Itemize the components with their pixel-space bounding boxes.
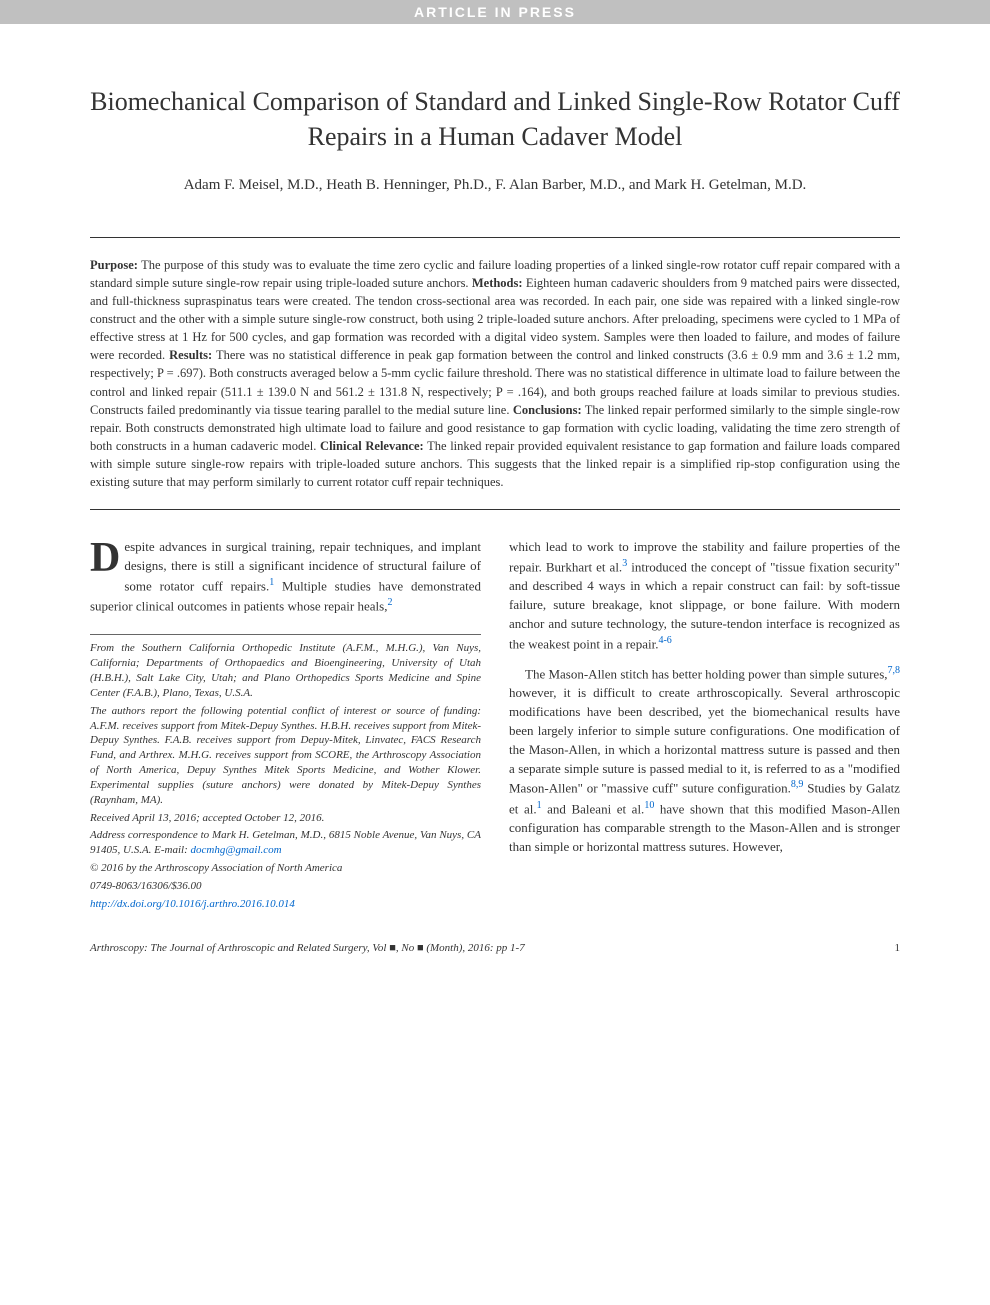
footer-citation: Arthroscopy: The Journal of Arthroscopic…: [90, 942, 525, 954]
body-text-columns: Despite advances in surgical training, r…: [90, 538, 900, 911]
ref-4-6[interactable]: 4-6: [658, 635, 671, 646]
ref-10[interactable]: 10: [644, 800, 654, 811]
body-paragraph-3: The Mason-Allen stitch has better holdin…: [509, 664, 900, 856]
received-note: Received April 13, 2016; accepted Octobe…: [90, 811, 481, 826]
divider-bottom: [90, 509, 900, 510]
address-text: Address correspondence to Mark H. Getelm…: [90, 829, 481, 856]
issn-note: 0749-8063/16306/$36.00: [90, 879, 481, 894]
page-footer: Arthroscopy: The Journal of Arthroscopic…: [0, 932, 990, 970]
copyright-note: © 2016 by the Arthroscopy Association of…: [90, 861, 481, 876]
ref-7-8[interactable]: 7,8: [888, 665, 901, 676]
p3-text-d: and Baleani et al.: [542, 801, 645, 816]
body-paragraph-2: which lead to work to improve the stabil…: [509, 538, 900, 654]
correspondence-note: Address correspondence to Mark H. Getelm…: [90, 828, 481, 858]
purpose-label: Purpose:: [90, 258, 138, 272]
clinical-relevance-label: Clinical Relevance:: [320, 439, 424, 453]
affiliation-note: From the Southern California Orthopedic …: [90, 641, 481, 700]
p3-text-b: however, it is difficult to create arthr…: [509, 685, 900, 796]
conclusions-label: Conclusions:: [513, 403, 582, 417]
footnotes-block: From the Southern California Orthopedic …: [90, 634, 481, 911]
body-paragraph-1: Despite advances in surgical training, r…: [90, 538, 481, 616]
ref-2[interactable]: 2: [387, 597, 392, 608]
dropcap: D: [90, 538, 124, 576]
doi-link[interactable]: http://dx.doi.org/10.1016/j.arthro.2016.…: [90, 898, 295, 910]
results-label: Results:: [169, 348, 212, 362]
ref-8-9[interactable]: 8,9: [791, 779, 804, 790]
correspondence-email[interactable]: docmhg@gmail.com: [191, 844, 282, 856]
abstract-block: Purpose: The purpose of this study was t…: [90, 256, 900, 492]
conflict-note: The authors report the following potenti…: [90, 704, 481, 808]
methods-label: Methods:: [472, 276, 523, 290]
authors-list: Adam F. Meisel, M.D., Heath B. Henninger…: [90, 174, 900, 197]
p3-text-a: The Mason-Allen stitch has better holdin…: [525, 666, 888, 681]
article-title: Biomechanical Comparison of Standard and…: [90, 84, 900, 154]
article-in-press-banner: ARTICLE IN PRESS: [0, 0, 990, 24]
footer-page-number: 1: [895, 942, 901, 954]
divider-top: [90, 237, 900, 238]
article-content: Biomechanical Comparison of Standard and…: [0, 24, 990, 932]
